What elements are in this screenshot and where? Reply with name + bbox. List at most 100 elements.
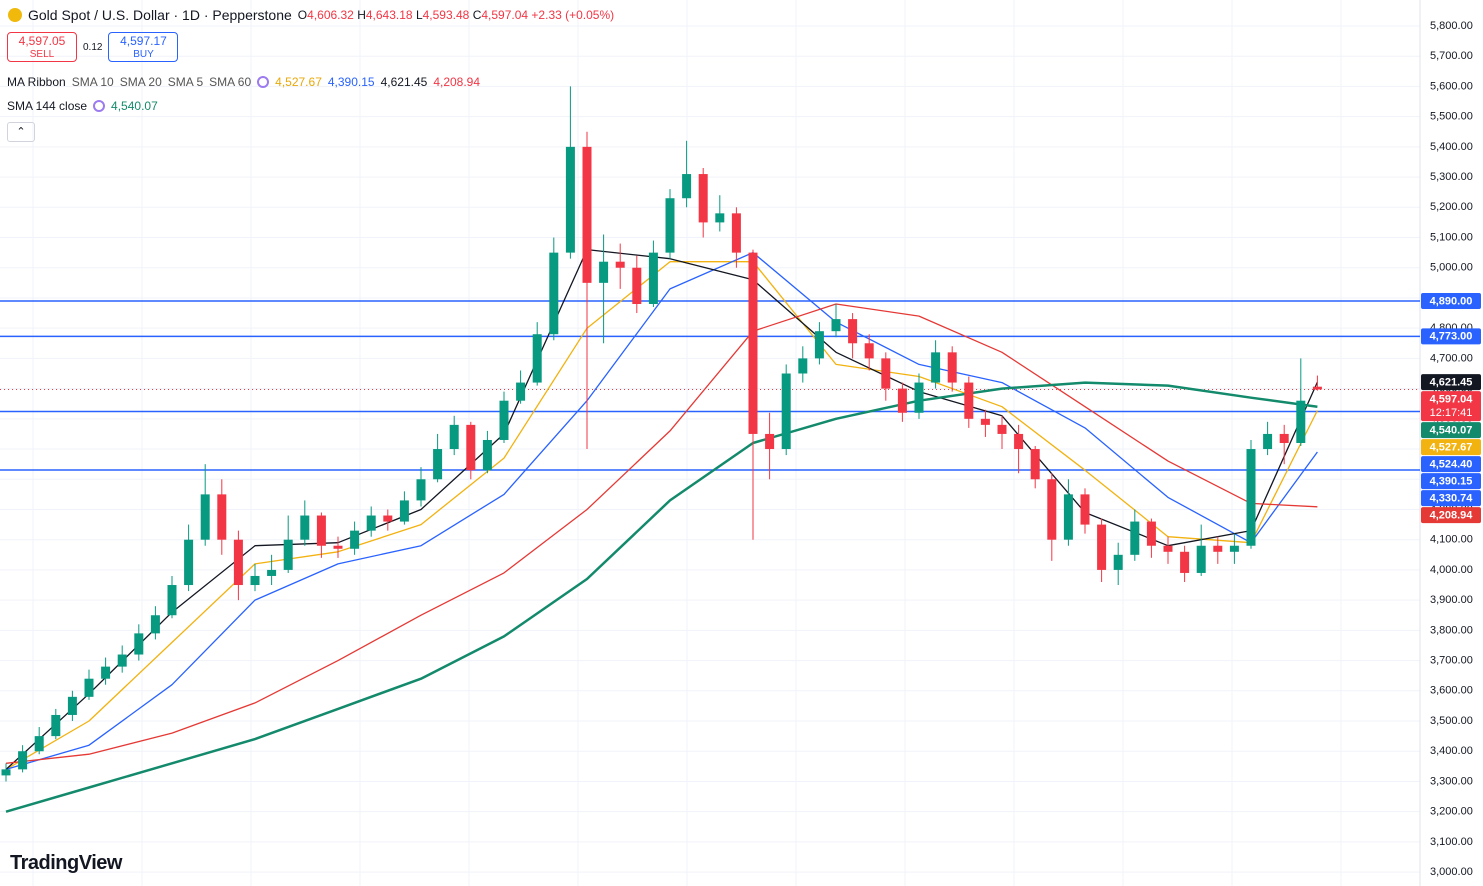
legend-value: 4,527.67 <box>275 75 322 89</box>
candle-body <box>565 146 575 253</box>
price-label: 4,527.67 <box>1421 439 1481 456</box>
sell-label: SELL <box>29 49 55 60</box>
price-label-bg <box>1421 422 1481 439</box>
sell-price: 4,597.05 <box>18 34 66 48</box>
candle-body <box>1097 524 1107 570</box>
candle-body <box>449 424 459 450</box>
legend-value: 4,621.45 <box>380 75 428 89</box>
candle-body <box>1030 449 1040 480</box>
ohlc-key: O <box>297 8 308 22</box>
candle-body <box>67 696 77 715</box>
legend-value: 4,540.07 <box>111 99 158 113</box>
indicator-name[interactable]: MA Ribbon <box>7 75 66 89</box>
y-tick-label: 5,100.00 <box>1430 231 1473 243</box>
collapse-button[interactable]: ⌃ <box>7 122 35 142</box>
candle-body <box>748 252 758 434</box>
price-label-text: 4,208.94 <box>1430 510 1474 522</box>
y-tick-label: 3,700.00 <box>1430 654 1473 666</box>
buy-button[interactable]: 4,597.17 BUY <box>108 32 179 62</box>
price-label-text: 4,330.74 <box>1430 493 1474 505</box>
candle-body <box>648 252 658 304</box>
y-tick-label: 3,300.00 <box>1430 775 1473 787</box>
y-tick-label: 5,700.00 <box>1430 50 1473 62</box>
candle-body <box>1113 554 1123 570</box>
candle-body <box>632 267 642 304</box>
legend-entry: SMA 20 <box>119 75 162 89</box>
y-tick-label: 4,700.00 <box>1430 352 1473 364</box>
candle-body <box>897 388 907 413</box>
price-label: 4,540.07 <box>1421 422 1481 439</box>
price-label: 4,390.15 <box>1421 473 1481 490</box>
candle-body <box>200 494 210 540</box>
price-label: 4,208.94 <box>1421 507 1481 524</box>
indicator-icon[interactable] <box>257 76 270 88</box>
symbol[interactable]: Gold Spot / U.S. Dollar · 1D · Peppersto… <box>28 7 292 23</box>
candle-body <box>1312 386 1322 390</box>
price-label-bg <box>1421 292 1481 309</box>
indicator-name[interactable]: SMA 144 close <box>7 99 88 113</box>
price-label-bg <box>1421 456 1481 473</box>
spread: 0.12 <box>83 41 103 53</box>
candle-body <box>516 382 526 401</box>
candle-body <box>964 382 974 419</box>
candle-body <box>765 433 775 450</box>
candle-body <box>599 261 609 283</box>
countdown: 12:17:41 <box>1430 407 1473 419</box>
candle-body <box>117 654 127 667</box>
ohlc: O4,606.32 H4,643.18 L4,593.48 C4,597.04 … <box>298 8 614 22</box>
candle-body <box>250 575 260 586</box>
candle-body <box>233 539 243 586</box>
candle-body <box>1263 433 1273 450</box>
y-tick-label: 5,400.00 <box>1430 141 1473 153</box>
legend-entry: SMA 10 <box>71 75 114 89</box>
candle-body <box>582 146 592 283</box>
price-label-bg <box>1421 391 1481 422</box>
candle-body <box>1063 494 1073 540</box>
candle-body <box>167 585 177 616</box>
candle-body <box>18 751 28 770</box>
candle-body <box>781 373 791 450</box>
price-label-bg <box>1421 473 1481 490</box>
candle-body <box>1080 494 1090 525</box>
candle-body <box>184 539 194 586</box>
logo: TradingView <box>10 852 122 874</box>
candle-body <box>1163 545 1173 552</box>
candle-body <box>665 198 675 253</box>
sell-button[interactable]: 4,597.05 SELL <box>7 32 77 62</box>
y-tick-label: 5,000.00 <box>1430 262 1473 274</box>
candle-body <box>366 515 376 531</box>
trade-panel: 4,597.05 SELL 0.12 4,597.17 BUY <box>7 32 179 62</box>
price-label: 4,773.00 <box>1421 328 1481 345</box>
ohlc-value: 4,606.32 <box>307 8 354 22</box>
price-label-bg <box>1421 507 1481 524</box>
y-tick-label: 5,500.00 <box>1430 111 1473 123</box>
indicator-icon[interactable] <box>93 100 106 112</box>
price-label-text: 4,890.00 <box>1430 295 1473 307</box>
candle-body <box>482 439 492 471</box>
candle-body <box>150 615 160 634</box>
candle-body <box>947 352 957 383</box>
price-label: 4,524.40 <box>1421 456 1481 473</box>
candle-body <box>997 424 1007 434</box>
y-tick-label: 3,900.00 <box>1430 594 1473 606</box>
y-tick-label: 5,600.00 <box>1430 80 1473 92</box>
candle-body <box>350 530 360 549</box>
price-label-bg <box>1421 439 1481 456</box>
candle-body <box>1229 545 1239 552</box>
candle-body <box>1279 433 1289 443</box>
ma-line <box>5 251 1318 771</box>
candle-body <box>300 515 310 540</box>
candle-body <box>698 174 708 223</box>
y-tick-label: 4,000.00 <box>1430 564 1473 576</box>
candle-body <box>1213 545 1223 552</box>
price-label: 4,890.00 <box>1421 292 1481 309</box>
candle-body <box>1014 433 1024 450</box>
ma-line <box>5 261 1318 770</box>
candle-body <box>682 174 692 199</box>
price-label-bg <box>1421 490 1481 507</box>
candle-body <box>1130 521 1140 555</box>
candle-body <box>1 769 11 776</box>
